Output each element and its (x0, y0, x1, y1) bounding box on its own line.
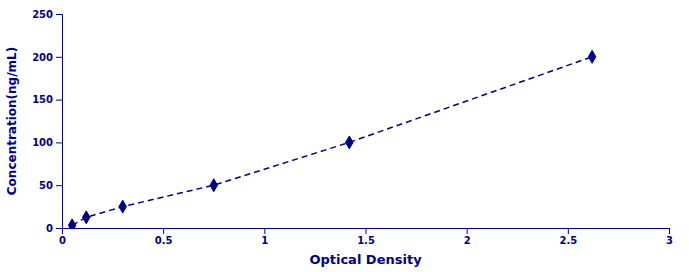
tick-label: 50 (39, 180, 53, 191)
tick-label: 0 (59, 235, 66, 246)
tick-label: 1 (261, 235, 268, 246)
tick-mark (366, 228, 367, 234)
tick-mark (467, 228, 468, 234)
tick: 2 (464, 228, 471, 246)
axis-line (63, 229, 670, 235)
tick: 2.5 (559, 228, 577, 246)
tick-label: 2.5 (559, 235, 577, 246)
tick: 0.5 (155, 228, 173, 246)
x-axis-title: Optical Density (309, 252, 422, 267)
tick-mark (56, 57, 62, 58)
tick-label: 3 (666, 235, 673, 246)
tick-mark (56, 228, 62, 229)
tick-label: 250 (32, 9, 53, 20)
tick-label: 200 (32, 52, 53, 63)
tick: 200 (32, 52, 62, 63)
point (210, 179, 217, 192)
tick: 1 (261, 228, 268, 246)
tick-mark (669, 228, 670, 234)
y-axis: 0 50 100 150 200 250 (32, 9, 62, 234)
tick: 1.5 (357, 228, 375, 246)
tick: 100 (32, 137, 62, 148)
chart-container: 0 0.5 1 1.5 2 2.5 3 0 50 100 150 200 250 Optical Dens… (0, 0, 689, 272)
point (346, 136, 353, 149)
tick-mark (264, 228, 265, 234)
y-axis-title: Concentration(ng/mL) (5, 47, 19, 195)
tick-label: 2 (464, 235, 471, 246)
point (119, 200, 126, 213)
tick-mark (56, 142, 62, 143)
tick: 0 (59, 228, 66, 246)
tick-label: 0 (46, 223, 53, 234)
chart: 0 0.5 1 1.5 2 2.5 3 0 50 100 150 200 250 Optical Dens… (0, 0, 689, 272)
point (588, 50, 595, 63)
tick-label: 0.5 (155, 235, 173, 246)
tick-label: 100 (32, 137, 53, 148)
axis-line (56, 15, 63, 229)
x-axis: 0 0.5 1 1.5 2 2.5 3 (59, 228, 673, 246)
tick: 250 (32, 9, 62, 20)
tick-label: 1.5 (357, 235, 375, 246)
tick-mark (568, 228, 569, 234)
plot: 0 0.5 1 1.5 2 2.5 3 0 50 100 150 200 250 (32, 9, 673, 246)
tick: 150 (32, 94, 62, 105)
tick-label: 150 (32, 94, 53, 105)
tick-mark (163, 228, 164, 234)
tick: 50 (39, 180, 62, 191)
tick-mark (56, 185, 62, 186)
tick: 3 (666, 228, 673, 246)
point (68, 219, 75, 228)
tick-mark (56, 14, 62, 15)
series (68, 50, 595, 228)
point (83, 211, 90, 224)
line (72, 57, 592, 226)
tick: 0 (46, 223, 62, 234)
tick-mark (56, 100, 62, 101)
